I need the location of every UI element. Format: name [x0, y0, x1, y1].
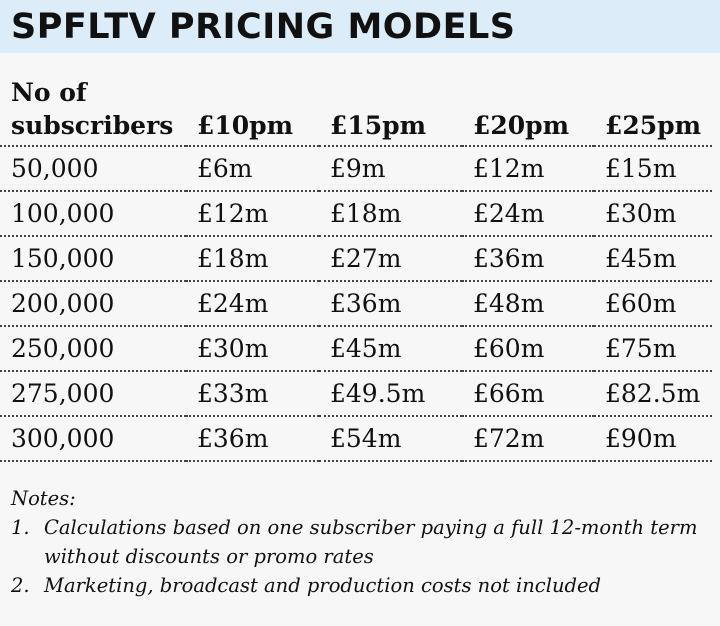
table-row: 300,000 £36m £54m £72m £90m — [0, 416, 712, 461]
note-item: 2. Marketing, broadcast and production c… — [11, 571, 711, 600]
cell-subscribers: 50,000 — [11, 154, 99, 183]
note-number: 1. — [11, 516, 30, 539]
cell-value: £12m — [197, 199, 269, 228]
cell-value: £36m — [330, 289, 402, 318]
header-price-10: £10pm — [197, 111, 294, 140]
cell-subscribers: 100,000 — [11, 199, 115, 228]
cell-value: £36m — [197, 424, 269, 453]
pricing-table: No of subscribers £10pm £15pm £20pm £25p… — [0, 76, 712, 462]
cell-value: £24m — [473, 199, 545, 228]
cell-value: £90m — [605, 424, 677, 453]
table-row: 200,000 £24m £36m £48m £60m — [0, 281, 712, 326]
header-subscribers: No of subscribers — [0, 76, 186, 146]
note-number: 2. — [11, 574, 30, 597]
cell-subscribers: 300,000 — [11, 424, 115, 453]
table-row: 150,000 £18m £27m £36m £45m — [0, 236, 712, 281]
header-price-20: £20pm — [473, 111, 570, 140]
cell-value: £60m — [605, 289, 677, 318]
cell-value: £45m — [330, 334, 402, 363]
cell-value: £33m — [197, 379, 269, 408]
notes-heading: Notes: — [11, 487, 76, 510]
title-bar: SPFLTV PRICING MODELS — [0, 0, 720, 53]
cell-value: £30m — [197, 334, 269, 363]
cell-value: £18m — [330, 199, 402, 228]
cell-value: £24m — [197, 289, 269, 318]
cell-value: £12m — [473, 154, 545, 183]
note-text: Marketing, broadcast and production cost… — [44, 574, 602, 597]
cell-value: £30m — [605, 199, 677, 228]
cell-value: £36m — [473, 244, 545, 273]
cell-value: £60m — [473, 334, 545, 363]
table-row: 250,000 £30m £45m £60m £75m — [0, 326, 712, 371]
table-row: 100,000 £12m £18m £24m £30m — [0, 191, 712, 236]
cell-value: £15m — [605, 154, 677, 183]
table-header-row: No of subscribers £10pm £15pm £20pm £25p… — [0, 76, 712, 146]
cell-value: £75m — [605, 334, 677, 363]
table-row: 275,000 £33m £49.5m £66m £82.5m — [0, 371, 712, 416]
cell-value: £6m — [197, 154, 253, 183]
cell-value: £18m — [197, 244, 269, 273]
cell-value: £49.5m — [330, 379, 426, 408]
cell-subscribers: 275,000 — [11, 379, 115, 408]
note-item: 1. Calculations based on one subscriber … — [11, 513, 711, 571]
cell-value: £72m — [473, 424, 545, 453]
cell-subscribers: 250,000 — [11, 334, 115, 363]
page-title: SPFLTV PRICING MODELS — [11, 7, 516, 47]
cell-value: £66m — [473, 379, 545, 408]
cell-value: £9m — [330, 154, 386, 183]
header-price-15: £15pm — [330, 111, 427, 140]
header-subscribers-line2: subscribers — [11, 111, 174, 140]
cell-value: £27m — [330, 244, 402, 273]
cell-value: £48m — [473, 289, 545, 318]
notes-section: Notes: 1. Calculations based on one subs… — [11, 484, 711, 600]
header-subscribers-line1: No of — [11, 78, 87, 107]
cell-subscribers: 200,000 — [11, 289, 115, 318]
header-price-25: £25pm — [605, 111, 702, 140]
cell-value: £54m — [330, 424, 402, 453]
cell-value: £45m — [605, 244, 677, 273]
cell-value: £82.5m — [605, 379, 701, 408]
cell-subscribers: 150,000 — [11, 244, 115, 273]
table-row: 50,000 £6m £9m £12m £15m — [0, 146, 712, 191]
note-text: Calculations based on one subscriber pay… — [44, 516, 698, 568]
